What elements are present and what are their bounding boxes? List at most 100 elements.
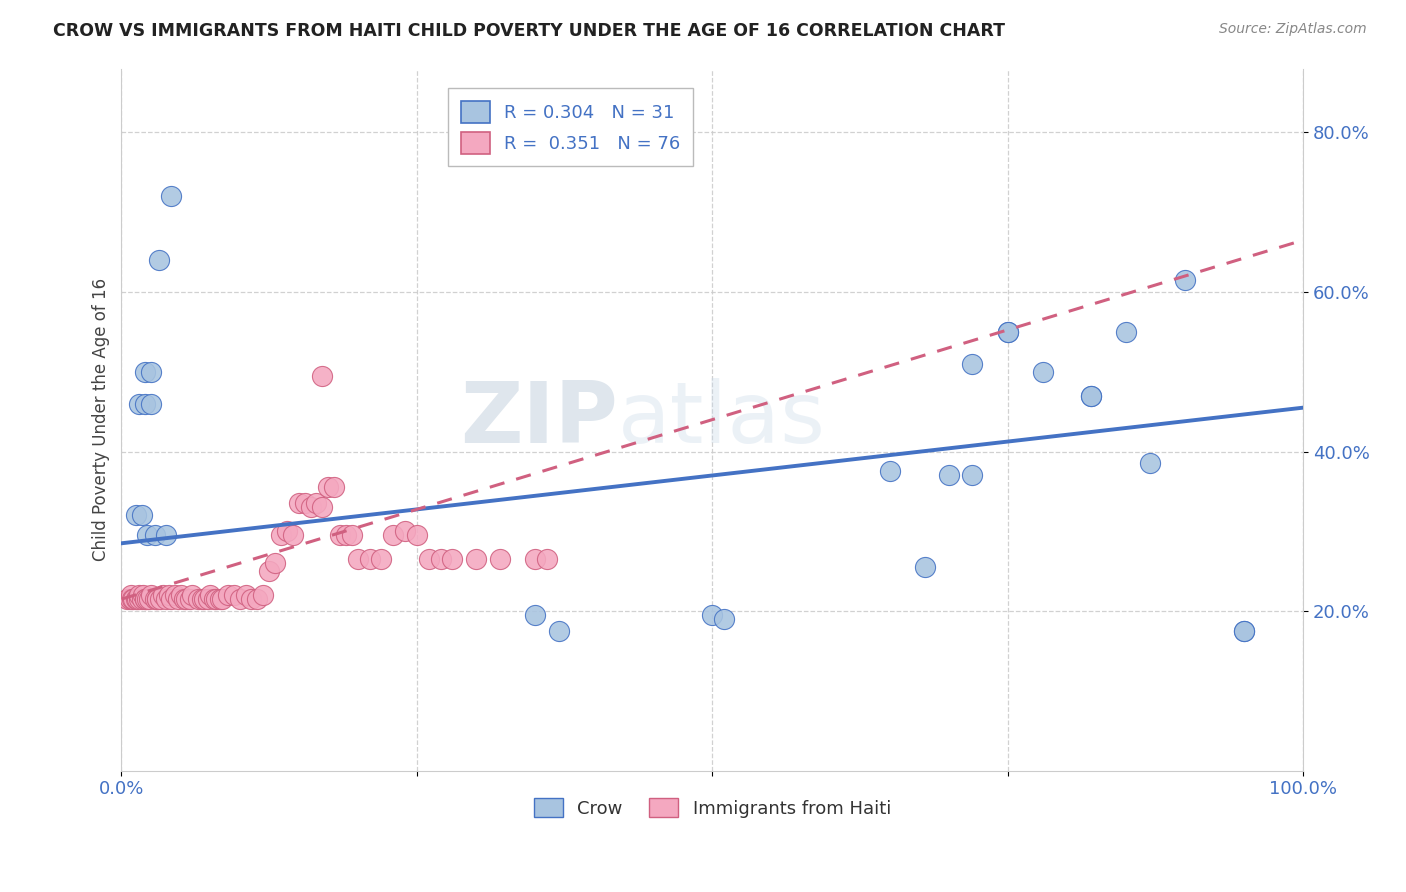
Text: atlas: atlas [617, 378, 825, 461]
Point [962, 357, 984, 371]
Point [134, 592, 156, 607]
Point [335, 528, 357, 542]
Point [157, 588, 180, 602]
Point [340, 528, 363, 542]
Point [197, 592, 219, 607]
Point [394, 524, 416, 539]
Point [1233, 624, 1256, 638]
Point [997, 325, 1019, 339]
Point [155, 592, 177, 607]
Point [465, 552, 488, 566]
Point [132, 588, 155, 602]
Point [270, 528, 292, 542]
Point [121, 592, 143, 607]
Point [124, 592, 146, 607]
Point [193, 592, 215, 607]
Point [1139, 457, 1161, 471]
Point [163, 588, 186, 602]
Point [406, 528, 429, 542]
Point [1115, 325, 1137, 339]
Point [1080, 389, 1102, 403]
Point [136, 528, 159, 542]
Legend: Crow, Immigrants from Haiti: Crow, Immigrants from Haiti [526, 790, 898, 825]
Point [131, 508, 153, 523]
Point [146, 592, 169, 607]
Point [138, 592, 160, 607]
Point [208, 592, 231, 607]
Point [176, 592, 198, 607]
Point [914, 560, 936, 574]
Point [441, 552, 464, 566]
Point [311, 368, 333, 383]
Point [155, 528, 177, 542]
Point [131, 592, 153, 607]
Point [257, 564, 280, 578]
Text: CROW VS IMMIGRANTS FROM HAITI CHILD POVERTY UNDER THE AGE OF 16 CORRELATION CHAR: CROW VS IMMIGRANTS FROM HAITI CHILD POVE… [53, 22, 1005, 40]
Point [316, 480, 339, 494]
Point [146, 592, 169, 607]
Point [179, 592, 201, 607]
Point [246, 592, 269, 607]
Point [143, 528, 166, 542]
Point [346, 552, 368, 566]
Point [222, 588, 245, 602]
Point [702, 608, 724, 623]
Point [139, 588, 162, 602]
Point [125, 592, 148, 607]
Text: ZIP: ZIP [460, 378, 617, 461]
Point [264, 556, 287, 570]
Point [217, 588, 239, 602]
Point [1233, 624, 1256, 638]
Point [128, 397, 150, 411]
Point [488, 552, 510, 566]
Point [160, 189, 183, 203]
Point [134, 397, 156, 411]
Point [713, 612, 735, 626]
Point [382, 528, 405, 542]
Point [117, 592, 139, 607]
Point [149, 592, 172, 607]
Point [524, 608, 547, 623]
Point [311, 500, 333, 515]
Point [329, 528, 352, 542]
Point [879, 465, 901, 479]
Point [118, 592, 141, 607]
Point [136, 592, 159, 607]
Point [276, 524, 298, 539]
Point [938, 468, 960, 483]
Point [1174, 273, 1197, 287]
Point [124, 508, 146, 523]
Point [252, 588, 274, 602]
Point [143, 592, 166, 607]
Point [152, 588, 174, 602]
Point [173, 592, 195, 607]
Text: Source: ZipAtlas.com: Source: ZipAtlas.com [1219, 22, 1367, 37]
Point [187, 592, 209, 607]
Point [294, 496, 316, 510]
Point [429, 552, 451, 566]
Point [181, 588, 204, 602]
Point [198, 588, 221, 602]
Point [281, 528, 304, 542]
Point [524, 552, 547, 566]
Y-axis label: Child Poverty Under the Age of 16: Child Poverty Under the Age of 16 [93, 278, 110, 561]
Point [128, 592, 150, 607]
Point [169, 588, 191, 602]
Point [228, 592, 250, 607]
Point [139, 365, 162, 379]
Point [139, 397, 162, 411]
Point [287, 496, 309, 510]
Point [418, 552, 440, 566]
Point [1080, 389, 1102, 403]
Point [299, 500, 322, 515]
Point [962, 468, 984, 483]
Point [1032, 365, 1054, 379]
Point [323, 480, 346, 494]
Point [191, 592, 214, 607]
Point [305, 496, 328, 510]
Point [148, 253, 170, 268]
Point [997, 325, 1019, 339]
Point [167, 592, 190, 607]
Point [134, 592, 156, 607]
Point [370, 552, 392, 566]
